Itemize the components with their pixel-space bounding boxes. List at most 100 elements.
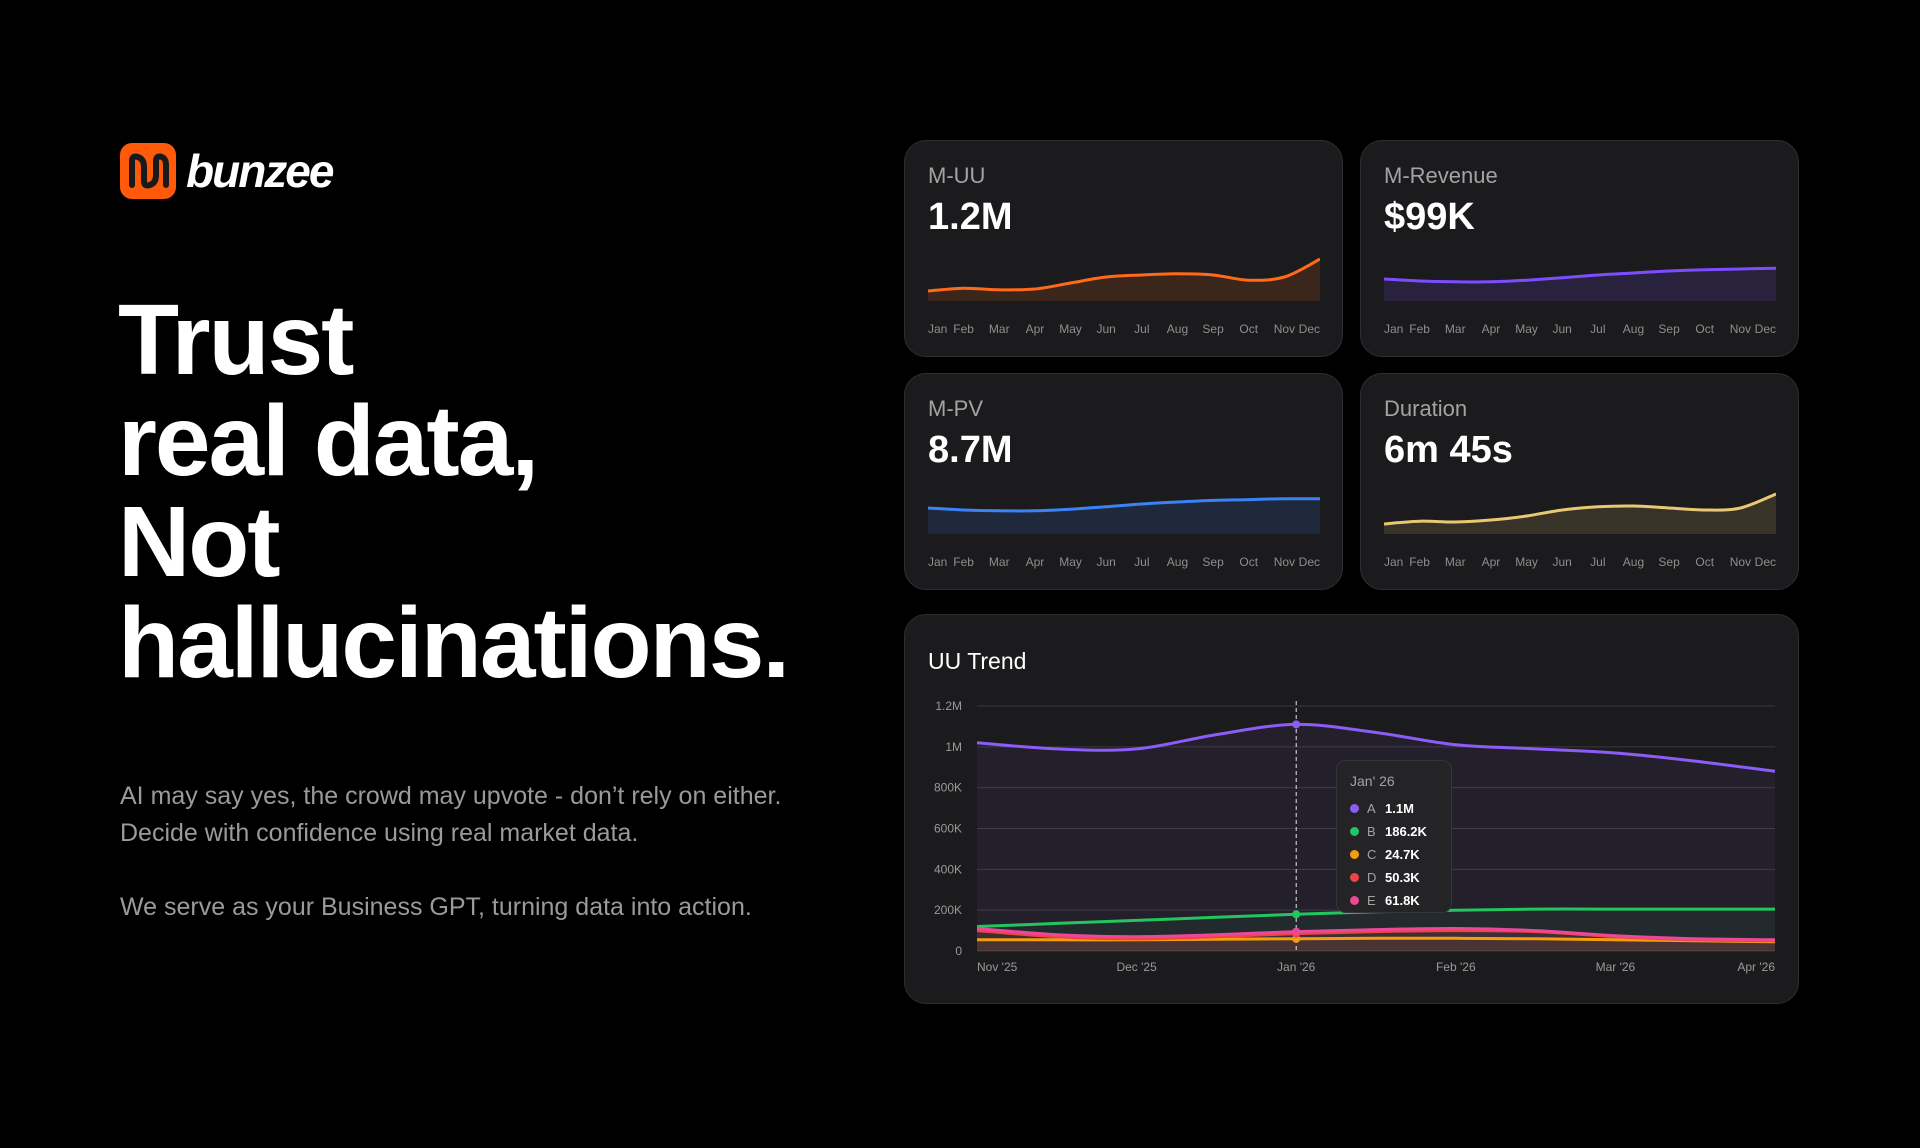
month-tick-label: Jul: [1590, 322, 1606, 336]
metric-label: M-PV: [928, 396, 983, 421]
chart-tooltip: Jan' 26 A 1.1M B 186.2K C 24.7K D 50.3K E 61.8K: [1336, 760, 1452, 913]
month-tick-label: May: [1515, 555, 1538, 569]
series-dot-icon: [1350, 896, 1359, 905]
metric-label: Duration: [1384, 396, 1468, 421]
trend-title: UU Trend: [928, 648, 1027, 674]
x-tick-label: Feb '26: [1436, 960, 1476, 974]
month-tick-label: Feb: [1409, 322, 1430, 336]
sparkline-area: [1384, 268, 1776, 301]
y-tick-label: 800K: [934, 781, 962, 795]
y-tick-label: 1M: [945, 740, 962, 754]
metric-card-mpv[interactable]: M-PV 8.7M Jan Feb Mar Apr May Jun Jul Aug Sep Oct…: [904, 373, 1343, 590]
brand-mark-icon: [120, 143, 176, 199]
month-tick-label: Dec: [1298, 555, 1320, 569]
headline-line: Trust: [118, 284, 354, 396]
sparkline-line: [928, 257, 1320, 293]
month-axis: Jan Feb Mar Apr May Jun Jul Aug Sep Oct Nov Dec: [1384, 322, 1776, 338]
tooltip-series-value: 24.7K: [1385, 847, 1420, 862]
month-tick-label: Nov: [1729, 322, 1752, 336]
month-tick-label: Jan: [1384, 555, 1404, 569]
metric-value: 6m 45s: [1384, 429, 1513, 471]
month-tick-label: Dec: [1754, 322, 1776, 336]
sparkline-chart: [1384, 492, 1776, 534]
description-paragraph: AI may say yes, the crowd may upvote - d…: [120, 782, 782, 847]
month-tick-label: Dec: [1298, 322, 1320, 336]
month-tick-label: Apr: [1481, 555, 1501, 569]
month-tick-label: Sep: [1202, 322, 1224, 336]
x-tick-label: Dec '25: [1116, 960, 1157, 974]
month-tick-label: Jan: [928, 322, 948, 336]
y-tick-label: 200K: [934, 903, 962, 917]
month-tick-label: Oct: [1239, 555, 1259, 569]
month-tick-label: Jun: [1096, 555, 1116, 569]
x-tick-label: Nov '25: [977, 960, 1018, 974]
series-area: [977, 938, 1775, 951]
uu-trend-card[interactable]: 0 200K 400K 600K 800K 1M 1.2M Nov '25 Dec '25 Jan…: [904, 614, 1799, 1004]
month-tick-label: Jul: [1134, 555, 1150, 569]
sparkline-line: [1384, 492, 1776, 526]
hero-headline: Trust real data, Not hallucinations.: [118, 290, 878, 694]
x-tick-label: Mar '26: [1596, 960, 1636, 974]
month-tick-label: Mar: [988, 555, 1010, 569]
month-tick-label: Jan: [1384, 322, 1404, 336]
month-tick-label: Jul: [1590, 555, 1606, 569]
month-tick-label: Feb: [953, 555, 974, 569]
month-tick-label: Jun: [1552, 322, 1572, 336]
sparkline-chart: [1384, 266, 1776, 301]
month-tick-label: May: [1059, 555, 1082, 569]
month-tick-label: Apr: [1025, 322, 1045, 336]
headline-line: hallucinations.: [118, 587, 790, 699]
month-axis: Jan Feb Mar Apr May Jun Jul Aug Sep Oct Nov Dec: [1384, 555, 1776, 571]
headline-line: real data,: [118, 385, 539, 497]
metric-card-muu[interactable]: M-UU 1.2M Jan Feb Mar Apr May Jun Jul Aug Sep Oct…: [904, 140, 1343, 357]
description-paragraph: We serve as your Business GPT, turning d…: [120, 893, 752, 921]
series-area: [977, 930, 1775, 951]
headline-line: Not: [118, 486, 281, 598]
metric-value: 1.2M: [928, 196, 1013, 238]
tooltip-series-key: A: [1367, 801, 1376, 816]
tooltip-series-value: 186.2K: [1385, 824, 1427, 839]
tooltip-series-value: 61.8K: [1385, 893, 1420, 908]
metric-value: 8.7M: [928, 429, 1013, 471]
month-tick-label: Mar: [1444, 555, 1466, 569]
x-tick-label: Apr '26: [1737, 960, 1775, 974]
month-tick-label: Jan: [928, 555, 948, 569]
tooltip-title: Jan' 26: [1350, 773, 1395, 789]
y-tick-label: 400K: [934, 862, 962, 876]
tooltip-series-key: D: [1367, 870, 1377, 885]
month-tick-label: Nov: [1273, 555, 1296, 569]
month-tick-label: Apr: [1481, 322, 1501, 336]
y-tick-label: 0: [955, 944, 962, 958]
sparkline-area: [1384, 494, 1776, 534]
metric-card-revenue[interactable]: M-Revenue $99K Jan Feb Mar Apr May Jun Jul Aug S…: [1360, 140, 1799, 357]
month-tick-label: Nov: [1729, 555, 1752, 569]
month-tick-label: Feb: [953, 322, 974, 336]
tooltip-series-key: C: [1367, 847, 1377, 862]
tooltip-series-key: B: [1367, 824, 1376, 839]
series-line-e: [976, 926, 1776, 942]
month-tick-label: Oct: [1695, 555, 1715, 569]
metric-label: M-Revenue: [1384, 163, 1498, 188]
series-dot-icon: [1350, 873, 1359, 882]
month-axis: Jan Feb Mar Apr May Jun Jul Aug Sep Oct Nov Dec: [928, 322, 1320, 338]
sparkline-line: [928, 497, 1320, 513]
month-tick-label: Dec: [1754, 555, 1776, 569]
month-tick-label: Sep: [1202, 555, 1224, 569]
crosshair-point: [1292, 910, 1301, 919]
metric-value: $99K: [1384, 196, 1475, 238]
hero-description: AI may say yes, the crowd may upvote - d…: [120, 778, 820, 963]
month-tick-label: Sep: [1658, 555, 1680, 569]
month-tick-label: May: [1515, 322, 1538, 336]
metric-card-duration[interactable]: Duration 6m 45s Jan Feb Mar Apr May Jun Jul Aug…: [1360, 373, 1799, 590]
month-tick-label: Jun: [1552, 555, 1572, 569]
month-tick-label: Mar: [1444, 322, 1466, 336]
tooltip-series-value: 50.3K: [1385, 870, 1420, 885]
metric-label: M-UU: [928, 163, 986, 188]
series-dot-icon: [1350, 804, 1359, 813]
crosshair-point: [1292, 927, 1301, 936]
month-tick-label: Sep: [1658, 322, 1680, 336]
month-tick-label: May: [1059, 322, 1082, 336]
sparkline-chart: [928, 497, 1320, 534]
brand-logo[interactable]: bunzee: [120, 143, 334, 199]
y-tick-label: 600K: [934, 822, 962, 836]
